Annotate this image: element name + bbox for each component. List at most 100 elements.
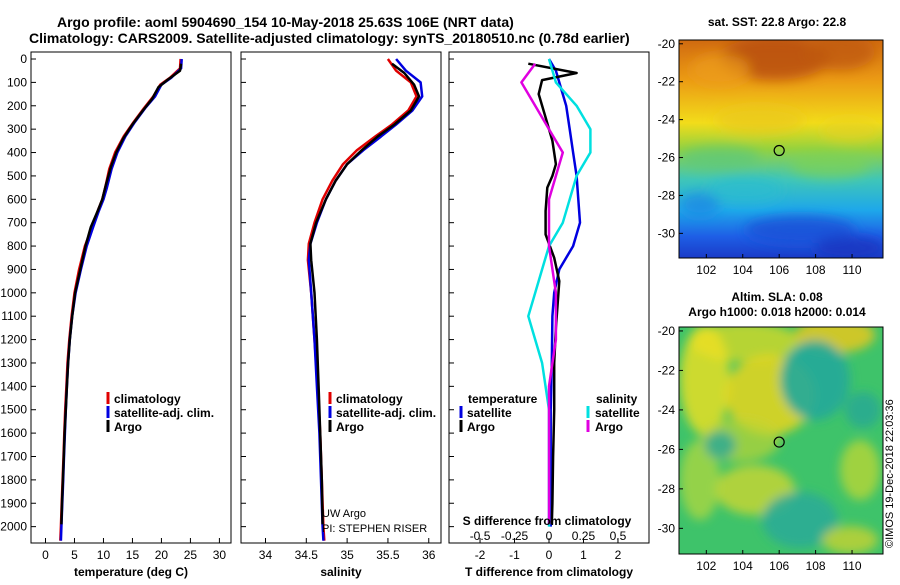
depth-tick-label: 100	[7, 75, 27, 89]
sla-map-subtitle: Argo h1000: 0.018 h2000: 0.014	[688, 305, 866, 319]
map-y-tick-label: -20	[658, 324, 676, 338]
map-x-tick-label: 110	[842, 559, 861, 573]
map-y-tick-label: -22	[658, 363, 676, 377]
sla-map-axes: 102 104 106 108 110 -20 -22 -24 -26 -28 -30	[658, 324, 862, 573]
series-line-argo	[309, 62, 421, 525]
depth-tick-label: 700	[7, 216, 27, 230]
x-tick-label: 0	[546, 548, 553, 562]
depth-tick-label: 1600	[0, 426, 27, 440]
legend-label-satellite: satellite-adj. clim.	[336, 406, 436, 420]
sst-map-axes: 102 104 106 108 110 -20 -22 -24 -26 -28 -30	[658, 37, 862, 277]
map-x-tick-label: 106	[769, 559, 789, 573]
legend-label-salinity-satellite: satellite	[595, 406, 640, 420]
legend-label-temperature-satellite: satellite	[467, 406, 512, 420]
map-y-tick-label: -30	[658, 226, 676, 240]
top-tick-label: 0	[546, 529, 553, 543]
legend-label-argo: Argo	[336, 420, 364, 434]
x-tick-label: 15	[126, 548, 140, 562]
legend-title-temperature: temperature	[468, 392, 538, 406]
legend-label-temperature-argo: Argo	[467, 420, 495, 434]
depth-tick-label: 1500	[0, 403, 27, 417]
depth-tick-label: 1000	[0, 286, 27, 300]
x-tick-label: 20	[155, 548, 169, 562]
map-x-tick-label: 110	[842, 263, 861, 277]
legend-label-climatology: climatology	[114, 392, 181, 406]
temperature-legend: climatology satellite-adj. clim. Argo	[106, 392, 214, 434]
temperature-profile-plot: 0 5 10 15 20 25 30	[42, 58, 227, 562]
depth-tick-label: 800	[7, 239, 27, 253]
series-line-climatology	[306, 58, 418, 541]
difference-profile-plot: -2 -1 0 1 2 -0.5 -0.25 0 0.25 0.5	[470, 58, 627, 562]
depth-tick-label: 400	[7, 146, 27, 160]
depth-tick-label: 1300	[0, 356, 27, 370]
difference-top-xlabel: S difference from climatology	[463, 514, 632, 528]
map-y-tick-label: -30	[658, 521, 676, 535]
x-tick-label: -1	[509, 548, 520, 562]
profile-location-marker	[773, 144, 785, 157]
x-tick-label: 35	[340, 548, 354, 562]
series-line-satellite-adj-clim-	[307, 58, 424, 541]
map-y-tick-label: -24	[658, 113, 676, 127]
series-line-climatology	[59, 58, 182, 541]
top-tick-label: -0.25	[501, 529, 529, 543]
depth-tick-label: 600	[7, 192, 27, 206]
map-y-tick-label: -26	[658, 442, 676, 456]
salinity-profile-plot: 34 34.5 35 35.5 36	[259, 58, 436, 562]
top-tick-label: -0.5	[470, 529, 491, 543]
sst-map-frame	[678, 39, 884, 259]
x-tick-label: 30	[213, 548, 227, 562]
figure-title-line2: Climatology: CARS2009. Satellite-adjuste…	[29, 30, 630, 46]
map-x-tick-label: 108	[806, 263, 826, 277]
difference-legend: temperature satellite Argo salinity sate…	[459, 392, 640, 434]
sla-map-frame	[678, 326, 884, 555]
pi-credit: PI: STEPHEN RISER	[322, 523, 427, 535]
depth-tick-label: 2000	[0, 520, 27, 534]
depth-tick-label: 500	[7, 169, 27, 183]
series-line-argo	[60, 63, 183, 525]
legend-label-climatology: climatology	[336, 392, 403, 406]
depth-tick-label: 1900	[0, 496, 27, 510]
depth-tick-label: 1200	[0, 333, 27, 347]
sla-map-title: Altim. SLA: 0.08	[731, 290, 823, 304]
salinity-legend: climatology satellite-adj. clim. Argo	[328, 392, 436, 434]
map-y-tick-label: -20	[658, 37, 676, 51]
x-tick-label: 34	[259, 548, 273, 562]
series-line-temperature-argo	[528, 62, 578, 525]
depth-tick-label: 300	[7, 122, 27, 136]
x-tick-label: 25	[184, 548, 198, 562]
map-x-tick-label: 108	[806, 559, 826, 573]
x-tick-label: 1	[580, 548, 587, 562]
map-x-tick-label: 106	[769, 263, 789, 277]
sst-map-image	[679, 40, 883, 258]
imos-credit: ©IMOS 19-Dec-2018 22:03:36	[884, 399, 896, 548]
depth-tick-label: 1100	[1, 309, 27, 323]
sla-map-image	[679, 327, 883, 554]
depth-tick-label: 1400	[0, 379, 27, 393]
depth-tick-label: 1800	[0, 473, 27, 487]
salinity-plot-frame	[240, 51, 442, 544]
temperature-xlabel: temperature (deg C)	[74, 565, 188, 579]
map-y-tick-label: -28	[658, 188, 676, 202]
legend-label-salinity-argo: Argo	[595, 420, 623, 434]
depth-axis: 0 100 200 300 400 500 600 700 800 900 1000 1100 1200…	[0, 52, 454, 534]
temperature-plot-frame	[30, 51, 232, 544]
x-tick-label: 0	[42, 548, 49, 562]
map-x-tick-label: 104	[733, 263, 753, 277]
sst-map-title: sat. SST: 22.8 Argo: 22.8	[708, 15, 847, 29]
map-y-tick-label: -28	[658, 482, 676, 496]
map-y-tick-label: -24	[658, 403, 676, 417]
x-tick-label: 2	[615, 548, 622, 562]
top-tick-label: 0.5	[610, 529, 627, 543]
x-tick-label: -2	[475, 548, 486, 562]
depth-tick-label: 0	[20, 52, 27, 66]
map-y-tick-label: -22	[658, 75, 676, 89]
figure-title-line1: Argo profile: aoml 5904690_154 10-May-20…	[57, 14, 514, 30]
series-line-satellite-adj-clim-	[59, 58, 183, 541]
depth-tick-label: 1700	[0, 449, 27, 463]
depth-tick-label: 200	[7, 99, 27, 113]
map-x-tick-label: 104	[733, 559, 753, 573]
legend-label-argo: Argo	[114, 420, 142, 434]
uw-argo-credit: UW Argo	[322, 508, 366, 520]
